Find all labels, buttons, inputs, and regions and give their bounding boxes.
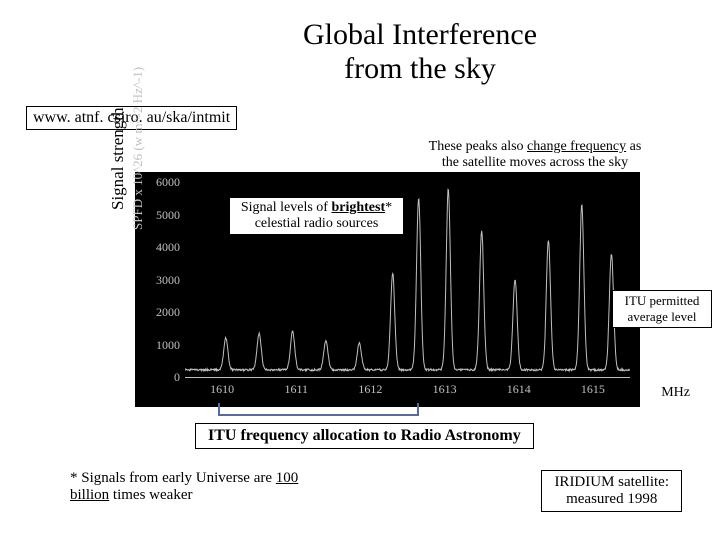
footnote-b: times weaker [109,487,192,503]
footnote: * Signals from early Universe are 100 bi… [70,470,305,504]
y-tick-label: 4000 [140,240,180,255]
signal-levels-brightest: brightest [331,200,385,215]
x-tick-label: 1614 [499,382,539,397]
x-tick-label: 1613 [425,382,465,397]
y-axis-external-label: Signal strength [108,108,128,210]
x-tick-label: 1615 [573,382,613,397]
iridium-box: IRIDIUM satellite: measured 1998 [541,470,682,512]
peaks-note: These peaks also change frequency as the… [420,139,650,171]
itu-permitted-callout: ITU permitted average level [612,290,712,328]
x-tick-label: 1611 [276,382,316,397]
x-tick-label: 1612 [350,382,390,397]
alloc-text: ITU frequency allocation to Radio Astron… [208,427,521,444]
signal-levels-callout: Signal levels of brightest* celestial ra… [229,197,404,235]
peaks-note-underline: change frequency [527,139,626,154]
x-tick-label: 1610 [202,382,242,397]
y-tick-label: 1000 [140,338,180,353]
peaks-note-a: These peaks also [429,139,527,154]
frequency-allocation-bracket [218,403,419,416]
iridium-a: IRIDIUM satellite: [554,474,669,490]
iridium-b: measured 1998 [566,491,657,507]
y-tick-label: 2000 [140,305,180,320]
footnote-a: * Signals from early Universe are [70,470,276,486]
mhz-label: MHz [661,385,690,401]
y-tick-label: 6000 [140,175,180,190]
x-axis-line [185,377,630,378]
y-tick-label: 3000 [140,273,180,288]
y-tick-label: 0 [140,370,180,385]
y-tick-label: 5000 [140,208,180,223]
slide-title: Global Interferencefrom the sky [255,18,585,86]
y-axis-title: SPFD x 10^26 (w m^-2 Hz^-1) [130,67,146,230]
itu-allocation-box: ITU frequency allocation to Radio Astron… [195,423,534,449]
signal-levels-a: Signal levels of [241,200,332,215]
